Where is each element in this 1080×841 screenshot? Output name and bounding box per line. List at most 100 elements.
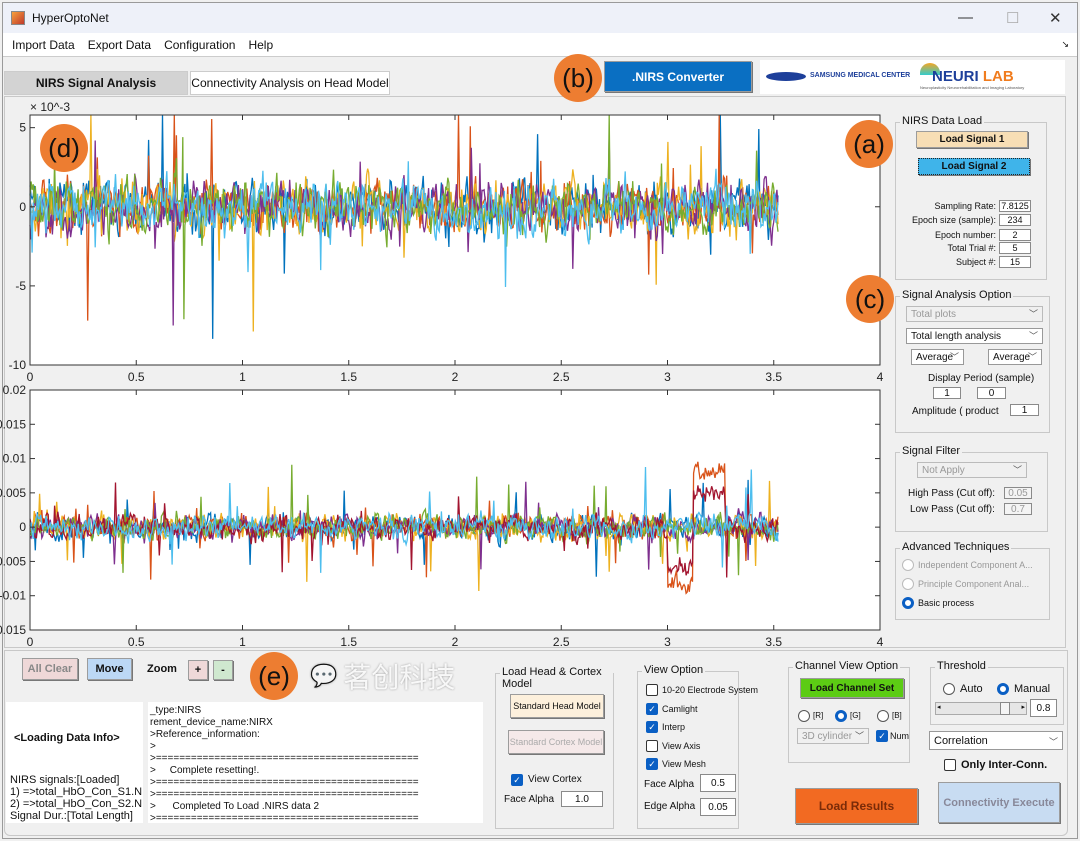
x-tick-label: 1 xyxy=(239,635,246,648)
channel-color-radio-2[interactable] xyxy=(877,710,889,722)
period-end-field[interactable]: 0 xyxy=(977,387,1006,399)
select-value: 3D cylinder xyxy=(802,730,853,742)
nirs-field-1[interactable]: 234 xyxy=(999,214,1031,226)
y-tick-label: -0.015 xyxy=(0,623,26,637)
channel-color-radio-0[interactable] xyxy=(798,710,810,722)
advanced-option-radio-2[interactable] xyxy=(902,597,914,609)
signal-trace-2 xyxy=(29,114,779,332)
num-checkbox[interactable]: ✓ xyxy=(876,730,888,742)
plot-type-select[interactable]: Total plots ﹀ xyxy=(906,306,1043,322)
menu-import-data[interactable]: Import Data xyxy=(12,37,75,52)
low-pass-field[interactable]: 0.7 xyxy=(1004,503,1032,515)
x-tick-label: 4 xyxy=(877,370,884,384)
standard-cortex-model-button[interactable]: Standard Cortex Model xyxy=(508,730,604,754)
view-option-checkbox-2[interactable]: ✓ xyxy=(646,721,658,733)
load-signal-2-button[interactable]: Load Signal 2 xyxy=(918,158,1030,175)
title-bar: HyperOptoNet — ☐ ✕ xyxy=(3,3,1077,33)
x-tick-label: 1.5 xyxy=(340,370,357,384)
minimize-button[interactable]: — xyxy=(958,9,973,26)
period-start-field[interactable]: 1 xyxy=(933,387,961,399)
logo-banner: SAMSUNG MEDICAL CENTER NEURI LAB Neuropl… xyxy=(760,60,1065,94)
x-tick-label: 3 xyxy=(664,635,671,648)
face-alpha-label: Face Alpha xyxy=(504,794,555,805)
channel-view-option-group: Channel View Option Load Channel Set [R]… xyxy=(788,660,910,763)
loading-data-info: <Loading Data Info> NIRS signals:[Loaded… xyxy=(6,702,143,823)
view-option-checkbox-3[interactable] xyxy=(646,739,658,752)
display-period-label: Display Period (sample) xyxy=(928,373,1035,384)
connectivity-method-select[interactable]: Correlation ﹀ xyxy=(929,731,1063,750)
x-tick-label: 2.5 xyxy=(553,635,570,648)
view-cortex-checkbox[interactable]: ✓ xyxy=(511,774,523,786)
num-label: Num xyxy=(890,731,910,741)
view-option-checkbox-0[interactable] xyxy=(646,684,658,696)
tab-connectivity-analysis[interactable]: Connectivity Analysis on Head Model xyxy=(190,71,390,95)
channel-color-radio-1[interactable] xyxy=(835,710,847,722)
x-tick-label: 1 xyxy=(239,370,246,384)
nirs-field-4[interactable]: 15 xyxy=(999,256,1031,268)
info-value: [Loaded] xyxy=(76,774,120,786)
analysis-length-select[interactable]: Total length analysis ﹀ xyxy=(906,328,1043,344)
connectivity-execute-button[interactable]: Connectivity Execute xyxy=(938,782,1060,823)
menu-export-data[interactable]: Export Data xyxy=(87,37,152,52)
edge-alpha-field[interactable]: 0.05 xyxy=(700,798,736,816)
load-signal-1-button[interactable]: Load Signal 1 xyxy=(916,131,1028,148)
y-multiplier-label: × 10^-3 xyxy=(30,100,70,114)
y-tick-label: 0.005 xyxy=(0,486,26,500)
x-tick-label: 0.5 xyxy=(128,370,145,384)
tab-nirs-signal-analysis[interactable]: NIRS Signal Analysis xyxy=(4,71,188,95)
undock-icon[interactable]: ↘ xyxy=(1061,39,1069,49)
filter-select[interactable]: Not Apply ﹀ xyxy=(917,462,1027,478)
threshold-slider[interactable]: ◂ ▸ xyxy=(935,702,1027,715)
menu-help[interactable]: Help xyxy=(248,37,274,52)
only-inter-conn-checkbox[interactable] xyxy=(944,759,956,771)
advanced-option-radio-0[interactable] xyxy=(902,559,914,571)
zoom-in-button[interactable]: + xyxy=(188,660,208,680)
close-button[interactable]: ✕ xyxy=(1049,10,1062,27)
cortex-face-alpha-field[interactable]: 1.0 xyxy=(561,791,603,807)
all-clear-button[interactable]: All Clear xyxy=(22,658,78,680)
channel-color-label: [R] xyxy=(813,711,824,720)
load-results-button[interactable]: Load Results xyxy=(795,788,918,824)
average-select-2[interactable]: Average ﹀ xyxy=(988,349,1042,365)
slider-thumb[interactable] xyxy=(1000,702,1010,715)
info-line: Head Model:[Empty] xyxy=(10,822,139,823)
nirs-field-2[interactable]: 2 xyxy=(999,229,1031,241)
zoom-label: Zoom xyxy=(147,663,177,675)
info-line: NIRS signals:[Loaded] xyxy=(10,774,139,786)
advanced-option-radio-1[interactable] xyxy=(902,578,914,590)
y-tick-label: 0 xyxy=(19,200,26,214)
amplitude-field[interactable]: 1 xyxy=(1010,404,1039,416)
slider-left-arrow-icon[interactable]: ◂ xyxy=(937,704,941,711)
standard-head-model-button[interactable]: Standard Head Model xyxy=(510,694,604,718)
advanced-techniques-group: Advanced Techniques Independent Componen… xyxy=(895,541,1050,620)
slider-right-arrow-icon[interactable]: ▸ xyxy=(1021,704,1025,711)
threshold-auto-radio[interactable] xyxy=(943,683,955,695)
nirs-converter-button[interactable]: .NIRS Converter xyxy=(604,61,752,92)
y-tick-label: -10 xyxy=(9,358,27,372)
view-option-label: Camlight xyxy=(662,703,698,714)
signal-plots[interactable]: 0 0.5 1 1.5 2 2.5 3 3.5 4 -10 -5 0 5 × 10^-3 0 0.5 1 1.5… xyxy=(0,96,890,648)
menu-configuration[interactable]: Configuration xyxy=(164,37,236,52)
advanced-option-label: Independent Component A... xyxy=(918,560,1033,570)
select-value: Average xyxy=(916,351,954,363)
threshold-value-field[interactable]: 0.8 xyxy=(1030,699,1057,717)
group-title: Threshold xyxy=(935,660,988,672)
chevron-down-icon: ﹀ xyxy=(1048,737,1058,747)
neuri-logo-subtitle: Neuroplasticity Neurorehabilitation and … xyxy=(920,85,1025,90)
nirs-field-3[interactable]: 5 xyxy=(999,242,1031,254)
load-channel-set-button[interactable]: Load Channel Set xyxy=(800,678,904,698)
nirs-field-0[interactable]: 7.8125 xyxy=(999,200,1031,212)
high-pass-field[interactable]: 0.05 xyxy=(1004,487,1032,499)
log-console[interactable]: _type:NIRS rement_device_name:NIRX >Refere… xyxy=(148,702,483,823)
view-option-checkbox-1[interactable]: ✓ xyxy=(646,702,658,715)
view-face-alpha-field[interactable]: 0.5 xyxy=(700,774,736,792)
view-option-checkbox-4[interactable]: ✓ xyxy=(646,758,658,770)
move-button[interactable]: Move xyxy=(87,658,132,680)
info-key: 1) =>total_HbO_Con_S1.NI xyxy=(10,786,143,798)
zoom-out-button[interactable]: - xyxy=(213,660,233,680)
average-select-1[interactable]: Average ﹀ xyxy=(911,349,964,365)
maximize-button[interactable]: ☐ xyxy=(1006,10,1020,27)
threshold-manual-radio[interactable] xyxy=(997,683,1009,695)
channel-shape-select[interactable]: 3D cylinder ﹀ xyxy=(797,728,869,744)
signal-analysis-option-group: Signal Analysis Option Total plots ﹀ Tota… xyxy=(895,289,1050,433)
